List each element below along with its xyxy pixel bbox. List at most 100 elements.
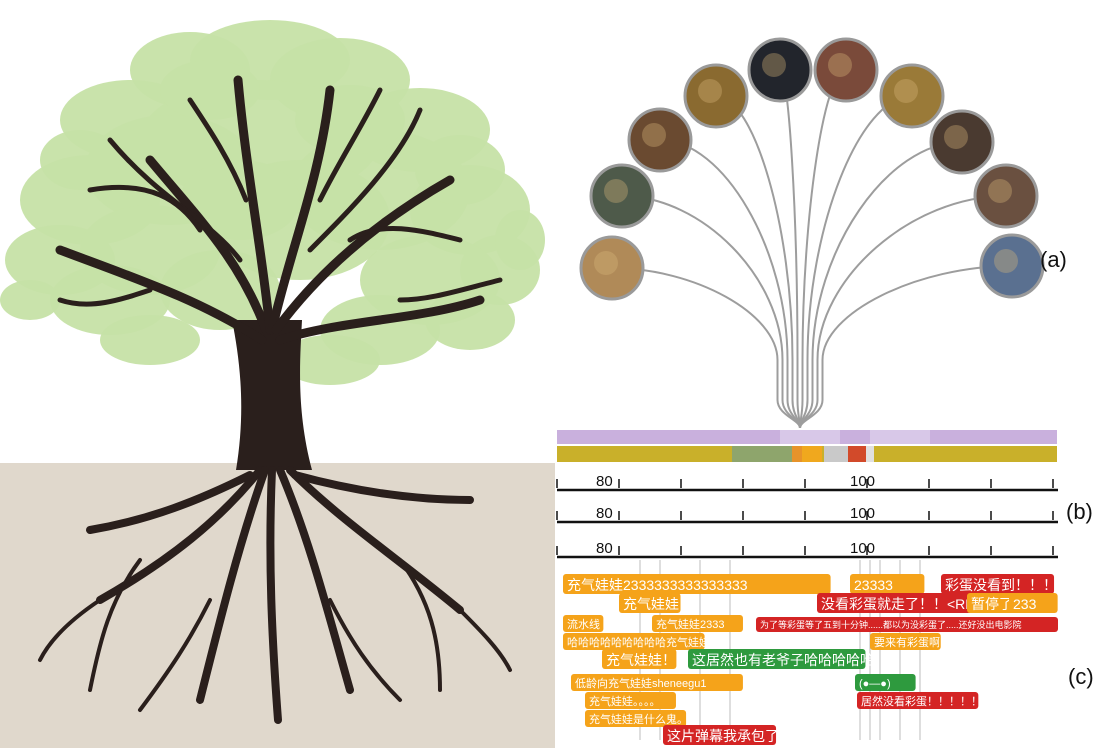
root [38,598,102,662]
root [398,558,442,692]
root [88,558,142,692]
comment-text: 彩蛋没看到！！！ [945,577,1057,593]
fan-connector [799,141,963,429]
tick-label-80: 80 [596,473,613,490]
comment-text: 这片弹幕我承包了 [667,728,779,744]
branch [55,245,267,345]
comment-text: 充气娃娃。。。。 [589,694,661,708]
comment-text: 充气娃娃！ [606,652,676,668]
tree-roots [38,466,512,724]
comment-text: 为了等彩蛋等了五到十分钟......都以为没彩蛋了.....还好没出电影院 [760,619,1022,630]
panel-label-b: (b) [1066,499,1093,524]
comment-bubbles: 充气娃娃2333333333333333 23333 彩蛋没看到！！！ 充气娃娃 没看彩… [563,574,1058,745]
comment-text: 哈哈哈哈哈哈哈哈哈充气娃娃 [567,635,710,649]
branch [267,85,335,335]
thumbnail-node [879,63,945,129]
branch [347,226,463,243]
branch [271,175,455,335]
fan-connector [799,195,1007,429]
leaf-cluster [180,160,300,240]
comment-text: 233 [1013,596,1037,612]
lavender-segment [780,430,840,444]
lavender-segment [870,430,930,444]
fan-connector [621,195,801,429]
tick-label-100: 100 [850,540,875,557]
branch [275,295,485,345]
band-segment [732,446,792,462]
comment-text: 23333 [854,577,893,593]
leaf-cluster [40,130,120,190]
comment-bubble [1009,593,1058,613]
comment-bubble [857,692,979,709]
thumbnail-node [929,109,995,175]
root [458,608,512,672]
tick-label-80: 80 [596,505,613,522]
branch [87,184,203,233]
fan-connector [799,265,1013,429]
comment-bubble [563,615,604,632]
branch [145,155,271,335]
tick-label-80: 80 [596,540,613,557]
comment-text: 低龄向充气娃娃sheneegu1 [575,676,706,690]
comment-panel: 充气娃娃2333333333333333 23333 彩蛋没看到！！！ 充气娃娃 没看彩… [563,560,1058,745]
comment-text: 充气娃娃 [623,596,679,612]
band-segment [848,446,866,462]
comment-text: (●—●) [859,678,891,690]
comment-text: 充气娃娃2333 [656,617,724,631]
leaf-cluster [0,280,60,320]
comment-bubble [850,574,925,594]
comment-bubble [967,593,1016,613]
comment-bubble [870,633,941,650]
tick-label-100: 100 [850,505,875,522]
color-bands [557,430,1057,462]
thumbnail-highlight [828,53,852,77]
thumbnail-node [979,233,1045,299]
root [276,466,354,694]
thumbnail-node [747,37,813,103]
comment-bubble [855,674,916,691]
trunk-body [232,320,312,470]
band-segment [866,446,874,462]
thumbnail-node [579,235,645,301]
branch [397,277,503,303]
branch [307,107,423,253]
comment-text: 流水线 [567,617,600,631]
thumbnail-highlight [642,123,666,147]
comment-bubble [619,593,681,613]
timeline-axes: 80 100 80 100 80 100 [556,473,1058,559]
thumbnail-highlight [944,125,968,149]
fan-connector [659,139,801,429]
panel-label-a: (a) [1040,247,1067,272]
comment-bubble [663,725,777,745]
leaf-cluster [495,210,545,270]
comment-text: 暂停了 [971,596,1013,612]
leaf-cluster [160,60,260,120]
tree-illustration [0,20,555,748]
band-segment [824,446,848,462]
comment-text: 充气娃娃是什么鬼。 [589,712,688,726]
thumbnail-node [683,63,749,129]
tick-label-100: 100 [850,473,875,490]
comment-bubble [817,593,1008,613]
comment-bubble [941,574,1055,594]
comment-text: 这居然也有老爷子哈哈哈哈哈 [692,652,874,668]
root [266,466,282,724]
fan-connector [611,267,801,429]
thumbnail-highlight [604,179,628,203]
fan-connector [715,95,801,429]
thumbnail-highlight [594,251,618,275]
leaf-cluster [160,250,280,330]
comment-bubble [652,615,743,632]
thumbnail-node [813,37,879,103]
thumbnail-fan [579,37,1045,429]
comment-text: 没看彩蛋就走了！！<REF> [821,596,991,612]
tree-trunk [55,75,503,470]
tree-canopy [0,20,545,385]
comment-bubble [688,649,866,669]
comment-bubble [602,649,677,669]
root [286,466,464,614]
root [138,598,212,712]
thumbnail-highlight [988,179,1012,203]
